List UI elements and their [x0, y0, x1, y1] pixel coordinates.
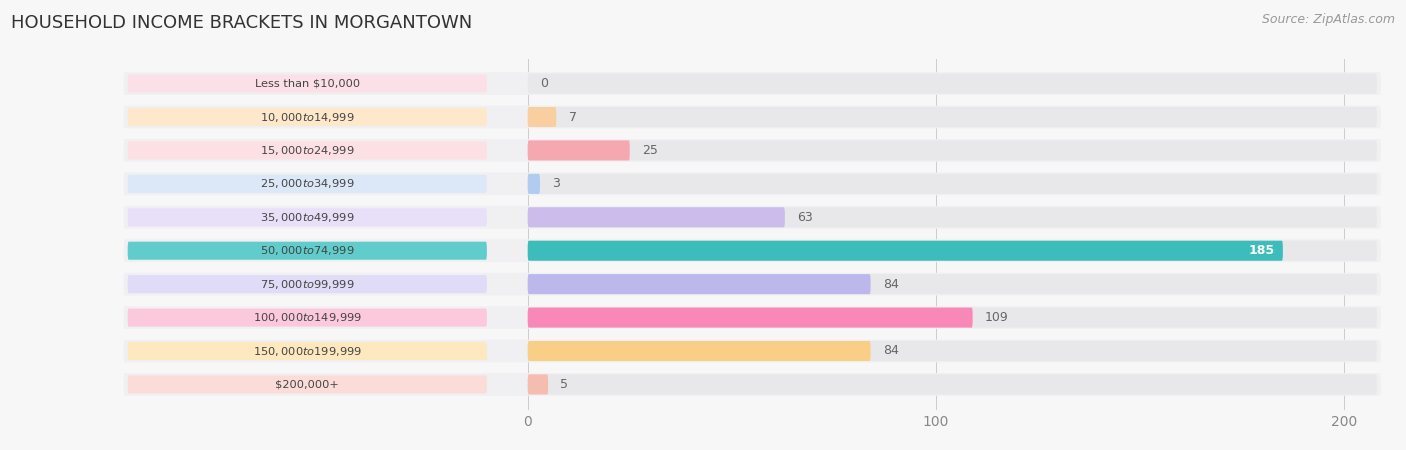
- FancyBboxPatch shape: [527, 207, 785, 227]
- FancyBboxPatch shape: [527, 140, 1376, 161]
- Text: 25: 25: [643, 144, 658, 157]
- FancyBboxPatch shape: [527, 274, 870, 294]
- FancyBboxPatch shape: [124, 139, 1381, 162]
- Text: 185: 185: [1249, 244, 1275, 257]
- FancyBboxPatch shape: [124, 72, 1381, 95]
- Text: 63: 63: [797, 211, 813, 224]
- FancyBboxPatch shape: [128, 175, 486, 193]
- FancyBboxPatch shape: [124, 340, 1381, 362]
- FancyBboxPatch shape: [128, 108, 486, 126]
- FancyBboxPatch shape: [527, 107, 1376, 127]
- FancyBboxPatch shape: [527, 140, 630, 161]
- FancyBboxPatch shape: [527, 73, 1376, 94]
- FancyBboxPatch shape: [527, 307, 973, 328]
- Text: $10,000 to $14,999: $10,000 to $14,999: [260, 111, 354, 123]
- FancyBboxPatch shape: [527, 341, 870, 361]
- Text: 84: 84: [883, 278, 898, 291]
- FancyBboxPatch shape: [128, 242, 486, 260]
- FancyBboxPatch shape: [128, 342, 486, 360]
- Text: 5: 5: [561, 378, 568, 391]
- FancyBboxPatch shape: [527, 207, 1376, 227]
- Text: Less than $10,000: Less than $10,000: [254, 79, 360, 89]
- Text: 84: 84: [883, 345, 898, 357]
- FancyBboxPatch shape: [124, 106, 1381, 128]
- Text: $50,000 to $74,999: $50,000 to $74,999: [260, 244, 354, 257]
- Text: $15,000 to $24,999: $15,000 to $24,999: [260, 144, 354, 157]
- FancyBboxPatch shape: [527, 241, 1282, 261]
- FancyBboxPatch shape: [128, 275, 486, 293]
- FancyBboxPatch shape: [527, 374, 548, 395]
- FancyBboxPatch shape: [128, 309, 486, 327]
- FancyBboxPatch shape: [527, 274, 1376, 294]
- Text: $200,000+: $200,000+: [276, 379, 339, 389]
- Text: $35,000 to $49,999: $35,000 to $49,999: [260, 211, 354, 224]
- FancyBboxPatch shape: [128, 75, 486, 93]
- FancyBboxPatch shape: [128, 208, 486, 226]
- FancyBboxPatch shape: [124, 206, 1381, 229]
- Text: $25,000 to $34,999: $25,000 to $34,999: [260, 177, 354, 190]
- FancyBboxPatch shape: [124, 373, 1381, 396]
- Text: Source: ZipAtlas.com: Source: ZipAtlas.com: [1261, 14, 1395, 27]
- FancyBboxPatch shape: [527, 341, 1376, 361]
- FancyBboxPatch shape: [124, 273, 1381, 296]
- FancyBboxPatch shape: [128, 375, 486, 393]
- FancyBboxPatch shape: [527, 241, 1376, 261]
- FancyBboxPatch shape: [124, 239, 1381, 262]
- FancyBboxPatch shape: [527, 174, 1376, 194]
- FancyBboxPatch shape: [527, 174, 540, 194]
- Text: HOUSEHOLD INCOME BRACKETS IN MORGANTOWN: HOUSEHOLD INCOME BRACKETS IN MORGANTOWN: [11, 14, 472, 32]
- FancyBboxPatch shape: [128, 141, 486, 159]
- Text: $75,000 to $99,999: $75,000 to $99,999: [260, 278, 354, 291]
- FancyBboxPatch shape: [124, 172, 1381, 195]
- FancyBboxPatch shape: [527, 107, 557, 127]
- FancyBboxPatch shape: [124, 306, 1381, 329]
- Text: 7: 7: [568, 111, 576, 123]
- FancyBboxPatch shape: [527, 307, 1376, 328]
- Text: $150,000 to $199,999: $150,000 to $199,999: [253, 345, 361, 357]
- Text: 109: 109: [984, 311, 1008, 324]
- Text: 3: 3: [553, 177, 560, 190]
- Text: 0: 0: [540, 77, 548, 90]
- FancyBboxPatch shape: [527, 374, 1376, 395]
- Text: $100,000 to $149,999: $100,000 to $149,999: [253, 311, 361, 324]
